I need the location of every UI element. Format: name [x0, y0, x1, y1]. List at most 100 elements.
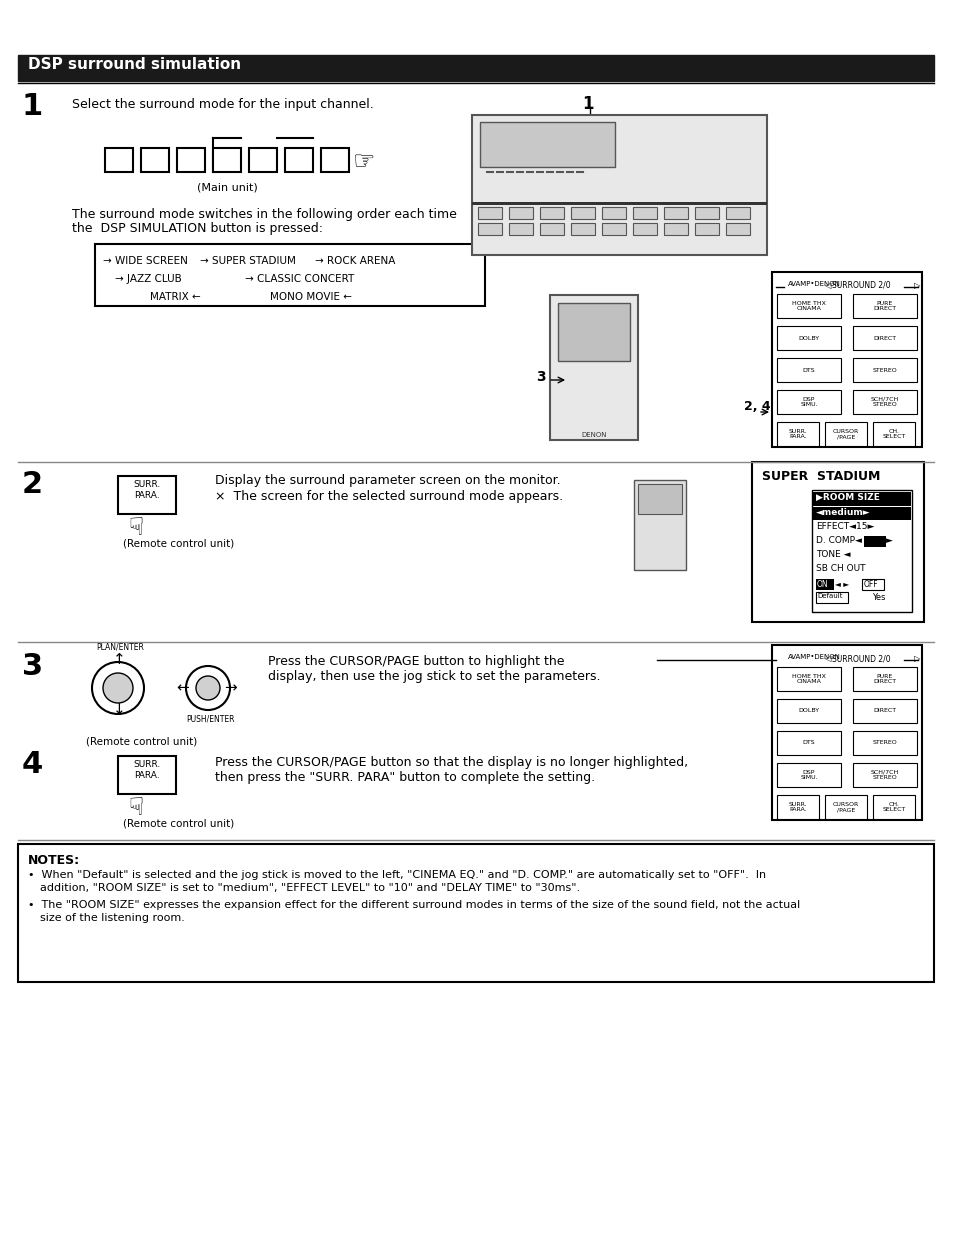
Circle shape [613, 371, 630, 388]
Bar [776, 390, 841, 414]
Circle shape [617, 416, 626, 426]
Text: ◁: ◁ [823, 281, 830, 289]
Text: (Remote control unit): (Remote control unit) [86, 736, 197, 746]
Bar [863, 536, 885, 547]
Text: •  When "Default" is selected and the jog stick is moved to the left, "CINEMA EQ: • When "Default" is selected and the jog… [28, 870, 765, 880]
Bar [249, 148, 276, 172]
Bar [539, 207, 563, 219]
Bar [776, 795, 818, 819]
Bar [571, 207, 595, 219]
Bar [824, 795, 866, 819]
Bar [550, 294, 638, 440]
Bar [558, 303, 629, 361]
Text: ►: ► [885, 536, 892, 546]
Text: 1: 1 [581, 95, 593, 113]
Bar [472, 115, 766, 255]
Bar [141, 148, 169, 172]
Text: DTS: DTS [801, 367, 815, 372]
Bar [776, 763, 841, 787]
Bar [812, 507, 910, 520]
Text: Press the CURSOR/PAGE button to highlight the: Press the CURSOR/PAGE button to highligh… [268, 656, 564, 668]
Text: Select the surround mode for the input channel.: Select the surround mode for the input c… [71, 98, 374, 111]
Bar [571, 223, 595, 235]
Text: 2, 4: 2, 4 [743, 400, 770, 413]
Bar [852, 357, 916, 382]
Text: TONE ◄: TONE ◄ [815, 550, 850, 559]
Text: SURR.
PARA.: SURR. PARA. [133, 761, 160, 779]
Text: Yes: Yes [871, 593, 884, 602]
Bar [633, 223, 657, 235]
Text: size of the listening room.: size of the listening room. [40, 913, 185, 923]
Text: CH.
SELECT: CH. SELECT [882, 428, 904, 439]
Text: ↑: ↑ [112, 652, 126, 667]
Text: (Remote control unit): (Remote control unit) [123, 818, 234, 828]
Text: 3: 3 [22, 652, 43, 682]
Bar [634, 480, 685, 570]
Bar [695, 223, 719, 235]
Circle shape [186, 666, 230, 710]
Text: SB CH OUT: SB CH OUT [815, 564, 864, 573]
Text: SURROUND 2/0: SURROUND 2/0 [831, 281, 890, 289]
Text: 4: 4 [22, 750, 43, 779]
Text: EFFECT◄15►: EFFECT◄15► [815, 522, 874, 531]
Bar [477, 207, 501, 219]
Bar [771, 272, 921, 447]
Text: The surround mode switches in the following order each time: The surround mode switches in the follow… [71, 208, 456, 221]
Text: •  The "ROOM SIZE" expresses the expansion effect for the different surround mod: • The "ROOM SIZE" expresses the expansio… [28, 901, 800, 910]
Text: ON: ON [816, 580, 828, 589]
Text: CURSOR
/PAGE: CURSOR /PAGE [832, 428, 859, 439]
Bar [601, 207, 625, 219]
Bar [95, 244, 484, 306]
Bar [872, 422, 914, 447]
Text: → SUPER STADIUM: → SUPER STADIUM [200, 256, 295, 266]
Text: SURR.
PARA.: SURR. PARA. [133, 480, 160, 500]
Bar [852, 667, 916, 691]
Bar [663, 207, 687, 219]
Text: (Main unit): (Main unit) [196, 182, 257, 192]
Bar [509, 223, 533, 235]
Text: DOLBY: DOLBY [798, 709, 819, 714]
Circle shape [103, 673, 132, 703]
Bar [663, 223, 687, 235]
Text: HOME THX
CINAMA: HOME THX CINAMA [791, 301, 825, 312]
Circle shape [639, 539, 647, 547]
Text: DSP surround simulation: DSP surround simulation [28, 57, 241, 72]
Bar [824, 422, 866, 447]
Circle shape [670, 523, 680, 533]
Text: AVAMP•DENON: AVAMP•DENON [787, 654, 840, 661]
Text: Press the CURSOR/PAGE button so that the display is no longer highlighted,: Press the CURSOR/PAGE button so that the… [214, 756, 687, 769]
Bar [852, 699, 916, 722]
Text: DTS: DTS [801, 741, 815, 746]
Text: ←: ← [175, 680, 189, 695]
Bar [633, 207, 657, 219]
Text: → WIDE SCREEN: → WIDE SCREEN [103, 256, 188, 266]
Circle shape [588, 397, 600, 409]
Text: SURR.
PARA.: SURR. PARA. [788, 802, 806, 813]
Bar [18, 54, 933, 80]
Circle shape [195, 675, 220, 700]
Text: STEREO: STEREO [872, 367, 897, 372]
Bar [852, 390, 916, 414]
Bar [776, 327, 841, 350]
Circle shape [585, 371, 603, 388]
Bar [852, 731, 916, 755]
Circle shape [475, 136, 498, 160]
Text: AVAMP•DENON: AVAMP•DENON [787, 281, 840, 287]
Bar [285, 148, 313, 172]
Text: ☟: ☟ [129, 516, 144, 541]
Circle shape [689, 120, 745, 176]
Text: DIRECT: DIRECT [873, 335, 896, 340]
Circle shape [656, 539, 663, 547]
Text: ◁: ◁ [823, 654, 830, 663]
Bar [852, 294, 916, 318]
Text: 3: 3 [536, 370, 545, 383]
Text: PURE
DIRECT: PURE DIRECT [873, 674, 896, 684]
Text: NOTES:: NOTES: [28, 854, 80, 867]
Text: DIRECT: DIRECT [873, 709, 896, 714]
Bar [695, 207, 719, 219]
Text: CURSOR
/PAGE: CURSOR /PAGE [832, 802, 859, 813]
Text: → JAZZ CLUB: → JAZZ CLUB [115, 275, 182, 285]
Bar [472, 202, 766, 205]
Text: ☟: ☟ [129, 795, 144, 820]
Text: DSP
SIMU.: DSP SIMU. [800, 769, 817, 781]
